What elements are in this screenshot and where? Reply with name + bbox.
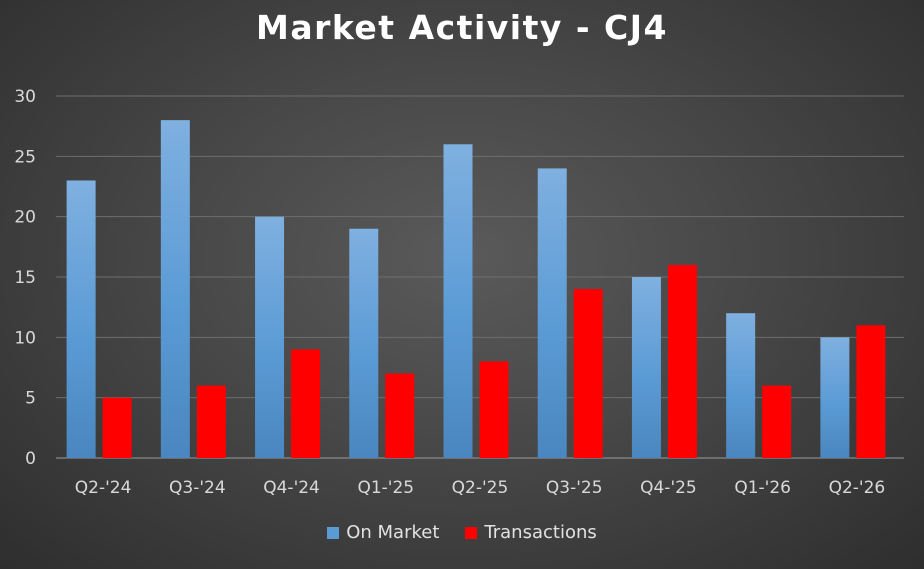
legend-swatch-on-market <box>327 526 340 539</box>
x-tick-label: Q3-'25 <box>546 478 603 498</box>
bar-transactions <box>102 397 132 458</box>
x-tick-label: Q4-'25 <box>640 478 697 498</box>
x-tick-label: Q2-'26 <box>829 478 886 498</box>
x-tick-label: Q2-'24 <box>75 478 132 498</box>
x-tick-label: Q2-'25 <box>452 478 509 498</box>
x-tick-label: Q1-'26 <box>734 478 791 498</box>
y-axis: 0 5 10 15 20 25 30 <box>14 87 36 469</box>
y-tick-label: 0 <box>25 449 36 469</box>
legend-item-transactions: Transactions <box>465 522 597 543</box>
bar-on-market <box>537 168 567 458</box>
x-axis: Q2-'24 Q3-'24 Q4-'24 Q1-'25 Q2-'25 Q3-'25 Q4-'… <box>75 478 885 498</box>
bar-on-market <box>160 120 190 458</box>
bar-on-market <box>726 313 756 458</box>
bar-transactions <box>762 385 792 458</box>
y-tick-label: 15 <box>14 268 36 288</box>
bar-transactions <box>479 361 509 458</box>
bar-transactions <box>385 373 415 458</box>
x-tick-label: Q4-'24 <box>263 478 320 498</box>
y-tick-label: 30 <box>14 87 36 107</box>
legend: On Market Transactions <box>0 522 924 543</box>
x-tick-label: Q3-'24 <box>169 478 226 498</box>
bar-transactions <box>667 264 697 458</box>
bar-on-market <box>255 216 285 458</box>
y-tick-label: 25 <box>14 147 36 167</box>
y-tick-label: 10 <box>14 328 36 348</box>
legend-label-on-market: On Market <box>346 522 440 543</box>
bar-on-market <box>631 277 661 458</box>
bar-on-market <box>66 180 96 458</box>
x-tick-label: Q1-'25 <box>357 478 414 498</box>
bar-on-market <box>349 228 379 458</box>
bar-transactions <box>856 325 886 458</box>
bar-on-market <box>443 144 473 458</box>
legend-swatch-transactions <box>465 526 478 539</box>
legend-item-on-market: On Market <box>327 522 439 543</box>
legend-label-transactions: Transactions <box>484 522 597 543</box>
bar-transactions <box>573 289 603 458</box>
chart-title: Market Activity - CJ4 <box>255 8 668 47</box>
y-tick-label: 5 <box>25 389 36 409</box>
bar-transactions <box>291 349 321 458</box>
bar-on-market <box>820 337 850 458</box>
bars <box>66 120 886 458</box>
y-tick-label: 20 <box>14 208 36 228</box>
bar-transactions <box>196 385 226 458</box>
